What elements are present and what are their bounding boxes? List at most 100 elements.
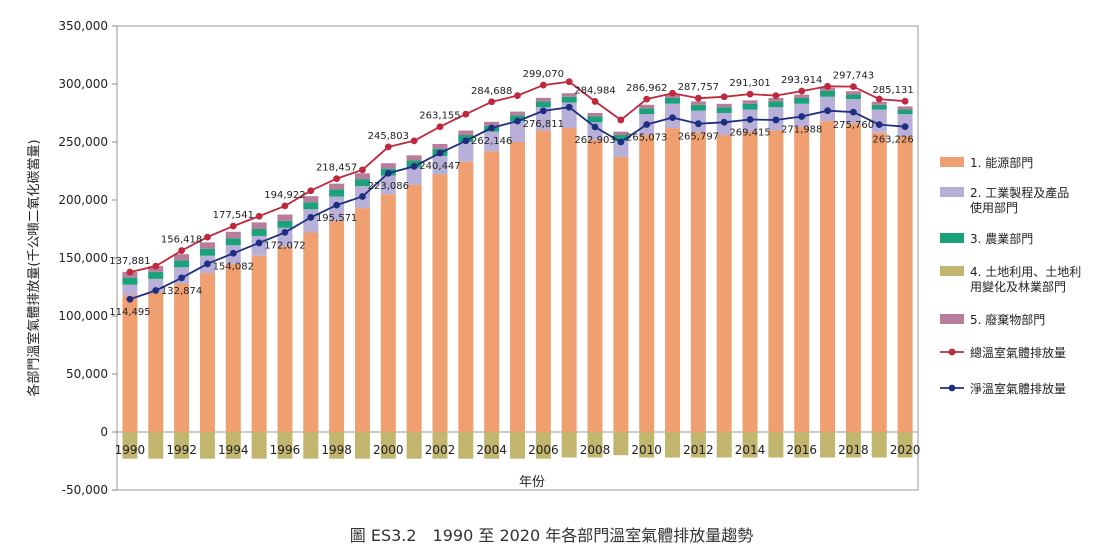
- bar-segment: [768, 101, 784, 108]
- data-label: 114,495: [109, 307, 150, 318]
- series-point: [126, 268, 134, 276]
- bar-segment: [458, 142, 474, 162]
- data-label: 285,131: [872, 85, 913, 96]
- data-label: 284,984: [574, 85, 615, 96]
- bar-segment: [277, 220, 293, 228]
- bar-segment: [329, 220, 345, 432]
- data-label: 245,803: [368, 131, 409, 142]
- data-label: 265,073: [626, 133, 667, 144]
- x-tick-label: 2018: [838, 443, 869, 457]
- bar-segment: [354, 173, 370, 180]
- data-label: 172,072: [264, 240, 305, 251]
- x-tick-label: 1992: [166, 443, 197, 457]
- data-label: 284,688: [471, 86, 512, 97]
- bar-segment: [329, 432, 345, 459]
- series-point: [669, 114, 676, 122]
- series-point: [359, 166, 366, 174]
- bar-segment: [587, 116, 603, 123]
- bar-segment: [768, 432, 784, 458]
- bar-segment: [768, 98, 784, 102]
- bar-segment: [122, 284, 138, 296]
- bar-segment: [432, 155, 448, 175]
- series-point: [875, 121, 883, 128]
- bar-segment: [871, 132, 887, 432]
- chart: 各部門溫室氣體排放量(千公噸二氧化碳當量) -50,000 0 50,000 100,…: [26, 19, 1081, 497]
- bar-segment: [303, 196, 319, 203]
- data-label: 262,146: [471, 136, 512, 147]
- bar-segment: [225, 238, 241, 246]
- bar-segment: [716, 103, 732, 108]
- legend-swatch: [940, 187, 964, 197]
- series-point: [255, 212, 263, 220]
- x-tick-label: 2002: [425, 443, 456, 457]
- bar-segment: [716, 135, 732, 433]
- bar-segment: [303, 202, 319, 210]
- bar-segment: [587, 113, 603, 117]
- bar-segment: [406, 167, 422, 185]
- series-point: [772, 116, 780, 124]
- series-point: [617, 116, 625, 124]
- y-tick-label: 250,000: [58, 135, 108, 149]
- legend-swatch: [940, 233, 964, 243]
- x-tick-label: 2012: [683, 443, 714, 457]
- bar-segment: [587, 139, 603, 432]
- x-tick-label: 2006: [528, 443, 559, 457]
- bar-segment: [458, 130, 474, 136]
- series-point: [901, 97, 909, 105]
- series-point: [617, 138, 625, 146]
- legend-label: 用變化及林業部門: [970, 279, 1066, 294]
- bar-segment: [484, 131, 500, 152]
- bar-segment: [329, 189, 345, 197]
- bar-segment: [148, 271, 164, 279]
- bar-segment: [820, 432, 836, 458]
- bar-segment: [510, 432, 525, 459]
- bar-segment: [561, 96, 577, 103]
- legend-marker: [948, 348, 956, 356]
- bar-segment: [690, 432, 706, 458]
- y-tick-label: 200,000: [58, 193, 108, 207]
- bar-segment: [277, 227, 293, 247]
- bar-segment: [199, 273, 215, 432]
- bar-segment: [225, 432, 241, 459]
- series-point: [514, 92, 521, 99]
- bar-segment: [897, 136, 913, 432]
- data-label: 194,922: [264, 190, 305, 201]
- bar-segment: [845, 94, 861, 100]
- bar-segment: [768, 130, 784, 432]
- bar-segment: [484, 151, 500, 432]
- bar-segment: [432, 143, 448, 149]
- bar-segment: [122, 277, 138, 285]
- bar-segment: [122, 432, 138, 459]
- bar-segment: [174, 260, 190, 268]
- series-point: [436, 149, 444, 157]
- series-point: [798, 113, 806, 120]
- series-point: [281, 228, 289, 236]
- bar-segment: [174, 254, 190, 261]
- bar-segment: [561, 128, 577, 432]
- bar-segment: [380, 432, 396, 459]
- series-point: [488, 124, 496, 132]
- bar-segment: [613, 135, 629, 141]
- series-point: [901, 123, 909, 131]
- legend-label: 1. 能源部門: [970, 155, 1033, 170]
- series-point: [591, 98, 599, 105]
- x-tick-label: 1990: [115, 443, 146, 457]
- bar-segment: [897, 106, 913, 110]
- data-label: 263,155: [419, 111, 460, 122]
- legend-marker: [948, 384, 956, 392]
- bar-segment: [199, 432, 215, 459]
- bar-segment: [794, 432, 810, 458]
- bar-segment: [458, 161, 474, 432]
- bar-segment: [535, 97, 551, 102]
- bar-segment: [716, 107, 732, 113]
- x-tick-label: 2010: [631, 443, 662, 457]
- series-point: [359, 193, 366, 200]
- data-label: 154,082: [213, 261, 254, 272]
- series-point: [539, 81, 547, 89]
- y-tick-label: 300,000: [58, 77, 108, 91]
- series-point: [307, 214, 315, 221]
- bar-segment: [613, 140, 629, 158]
- series-point: [720, 118, 728, 126]
- series-point: [488, 98, 496, 106]
- plot-area: -50,000 0 50,000 100,000 150,000 200,000 250,0…: [58, 19, 920, 497]
